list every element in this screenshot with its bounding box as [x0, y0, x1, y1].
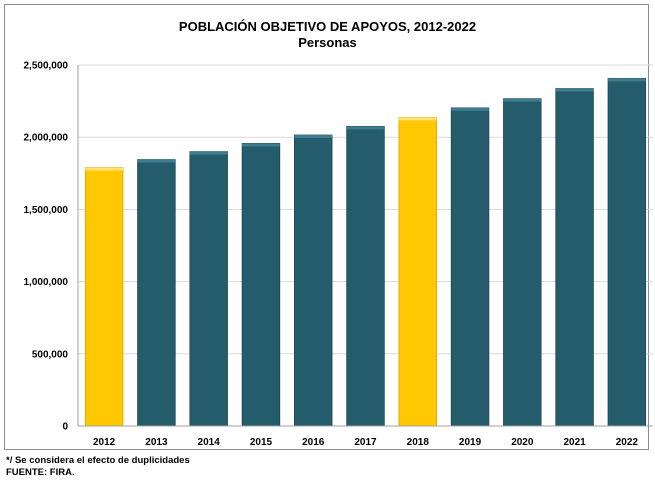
chart-subtitle: Personas — [298, 35, 357, 50]
bar-2015 — [241, 143, 281, 427]
y-tick-label: 500,000 — [32, 349, 69, 360]
x-tick-label: 2018 — [407, 437, 430, 448]
bar-top-2012 — [85, 167, 123, 171]
bar-top-2014 — [189, 151, 228, 155]
x-tick-label: 2012 — [93, 437, 116, 448]
y-tick-label: 2,000,000 — [24, 133, 69, 144]
x-tick-label: 2016 — [302, 437, 325, 448]
y-tick-label: 1,000,000 — [24, 277, 69, 288]
bar-2016 — [294, 134, 333, 427]
bar-2019 — [450, 107, 490, 427]
y-axis: 0 500,000 1,000,000 1,500,000 2,000,000 2,500… — [24, 61, 79, 433]
bar-2022 — [607, 78, 647, 427]
bar-top-2019 — [451, 107, 489, 111]
bar-2014 — [189, 151, 228, 427]
bar-top-2018 — [398, 117, 437, 121]
bar-top-2016 — [294, 135, 333, 139]
y-tick-label: 1,500,000 — [24, 205, 69, 216]
x-tick-label: 2017 — [354, 437, 377, 448]
bar-2017 — [346, 125, 385, 427]
x-tick-label: 2019 — [459, 437, 482, 448]
bar-top-2017 — [346, 126, 385, 130]
footnote-duplicidades: */ Se considera el efecto de duplicidade… — [6, 455, 190, 466]
bar-top-2022 — [608, 78, 646, 82]
bar-top-2021 — [555, 88, 594, 92]
x-tick-label: 2015 — [250, 437, 273, 448]
y-tick-label: 0 — [62, 422, 68, 433]
bar-2013 — [137, 159, 176, 427]
footnotes: */ Se considera el efecto de duplicidade… — [6, 455, 190, 479]
bar-top-2020 — [503, 98, 542, 102]
bar-2018 — [398, 117, 437, 427]
bar-2012 — [84, 167, 124, 427]
bar-2021 — [555, 88, 594, 427]
bar-top-2015 — [242, 143, 280, 147]
bars — [84, 78, 647, 427]
x-tick-label: 2014 — [198, 437, 221, 448]
y-tick-label: 2,500,000 — [24, 61, 69, 72]
x-axis: 2012 2013 2014 2015 2016 2017 2018 2019 2020 2021… — [78, 425, 653, 448]
x-tick-label: 2020 — [511, 437, 534, 448]
x-tick-label: 2013 — [145, 437, 168, 448]
bar-top-2013 — [137, 159, 176, 163]
x-tick-label: 2022 — [616, 437, 639, 448]
bar-2020 — [503, 98, 542, 427]
source-note: FUENTE: FIRA. — [6, 467, 75, 478]
chart-title: POBLACIÓN OBJETIVO DE APOYOS, 2012-2022 — [178, 19, 477, 34]
x-tick-label: 2021 — [563, 437, 586, 448]
bar-chart: 0 500,000 1,000,000 1,500,000 2,000,000 2,500… — [24, 61, 653, 448]
